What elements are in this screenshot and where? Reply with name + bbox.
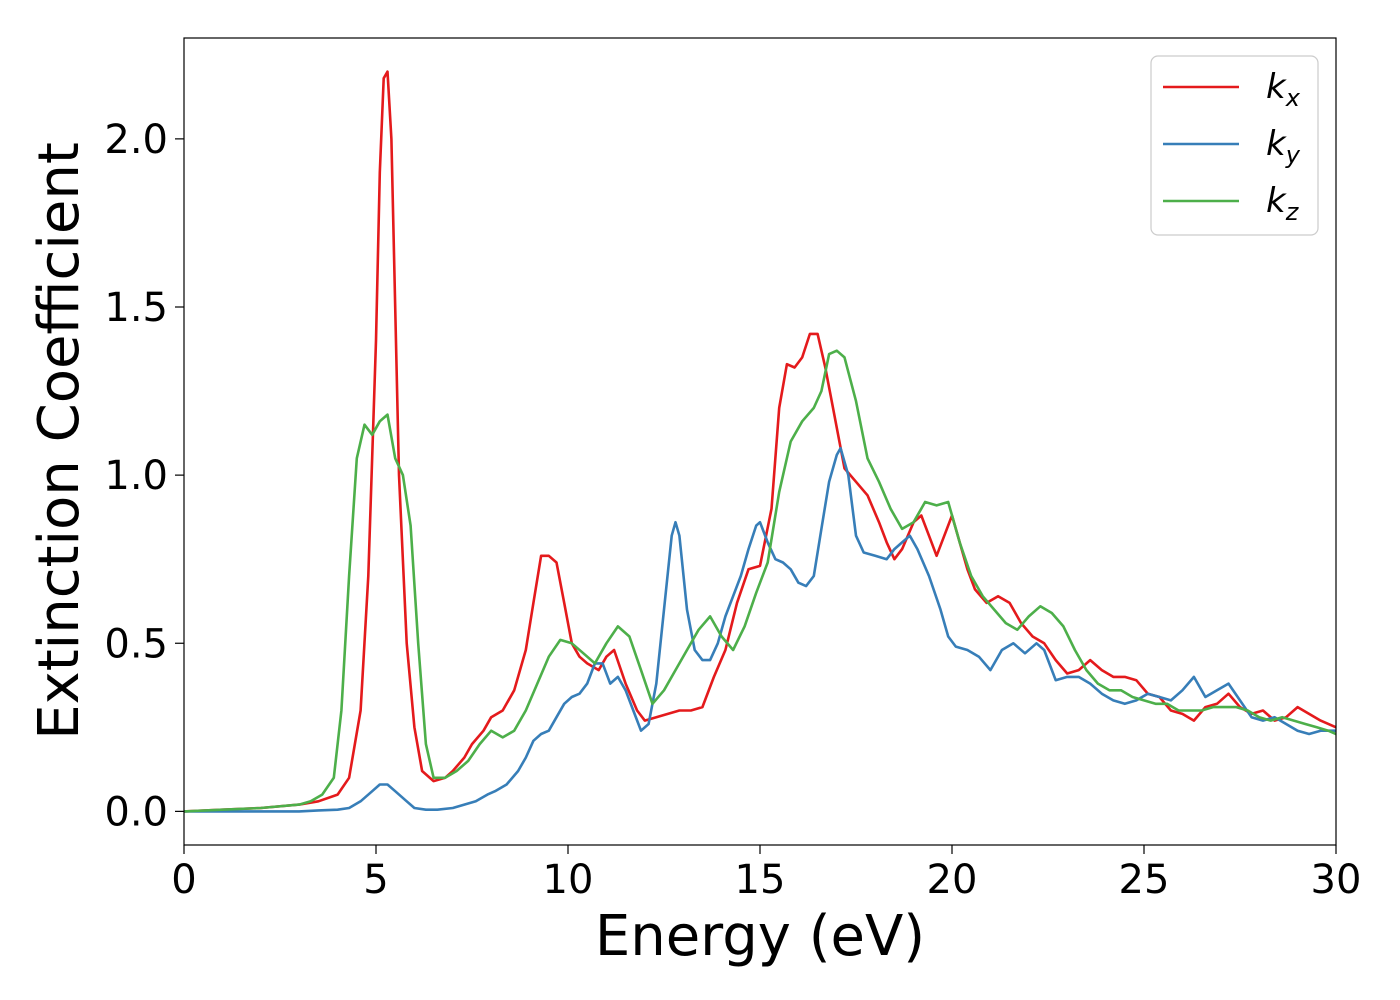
legend-label-ky: ky <box>1266 124 1301 169</box>
x-axis-title: Energy (eV) <box>595 904 925 969</box>
series-line-kx <box>184 70 1336 813</box>
x-tick-label: 30 <box>1311 857 1362 903</box>
y-axis: 0.0 0.5 1.0 1.5 2.0 <box>104 117 184 835</box>
legend-box <box>1150 55 1319 236</box>
legend-subscript: y <box>1285 141 1301 169</box>
x-tick-label: 20 <box>927 857 978 903</box>
legend-subscript: z <box>1285 198 1300 226</box>
legend-subscript: x <box>1285 84 1301 112</box>
x-tick-label: 15 <box>735 857 786 903</box>
series-layer <box>184 70 1336 813</box>
legend-symbol: k <box>1266 124 1287 164</box>
x-tick-label: 5 <box>363 857 388 903</box>
y-tick-label: 2.0 <box>104 117 168 163</box>
x-tick-label: 25 <box>1119 857 1170 903</box>
x-tick-label: 0 <box>171 857 196 903</box>
x-tick-label: 10 <box>543 857 594 903</box>
y-tick-label: 0.0 <box>104 789 168 835</box>
y-tick-label: 1.5 <box>104 285 168 331</box>
legend-symbol: k <box>1266 181 1287 221</box>
series-line-ky <box>184 446 1336 813</box>
y-axis-title: Extinction Coefficient <box>27 142 92 740</box>
y-tick-label: 0.5 <box>104 621 168 667</box>
y-tick-label: 1.0 <box>104 453 168 499</box>
legend-label-kz: kz <box>1266 181 1300 226</box>
legend-label-kx: kx <box>1266 67 1301 112</box>
series-line-kz <box>184 349 1336 813</box>
legend-symbol: k <box>1266 67 1287 107</box>
x-axis: 0 5 10 15 20 25 30 <box>171 845 1361 903</box>
